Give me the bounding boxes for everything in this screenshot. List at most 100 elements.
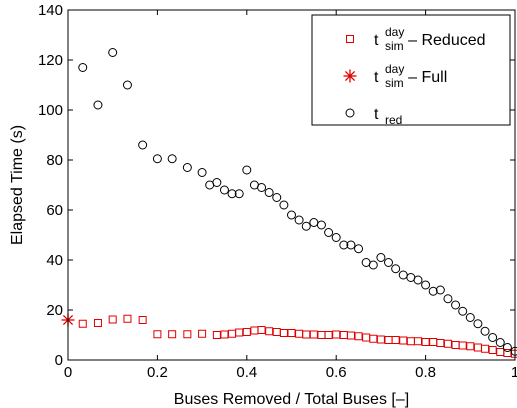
reduced-point: [346, 331, 355, 340]
reduced-point: [198, 329, 207, 338]
axis-ticks: 0 0.2 0.4 0.6 0.8 1 0 20 40 60 80 100 120 140: [38, 2, 517, 381]
red-point: [264, 188, 274, 197]
red-point: [502, 343, 512, 352]
red-point: [488, 333, 498, 342]
y-tick-label: 20: [46, 302, 63, 319]
legend-marker-reduced: [346, 35, 354, 43]
reduced-point: [242, 328, 251, 336]
reduced-point: [309, 330, 318, 339]
y-tick-label: 140: [38, 2, 63, 19]
legend-label-red: t red: [374, 106, 402, 127]
reduced-point: [220, 330, 229, 339]
red-point: [421, 280, 431, 290]
reduced-point: [272, 328, 281, 336]
reduced-point: [212, 331, 221, 339]
legend-label-full: t day sim – Full: [374, 62, 447, 90]
red-point: [368, 260, 378, 270]
reduced-point: [421, 338, 430, 346]
y-tick-label: 120: [38, 52, 63, 69]
reduced-point: [279, 329, 288, 337]
red-point: [413, 275, 423, 285]
reduced-point: [481, 344, 490, 353]
reduced-point: [436, 339, 445, 347]
red-point: [93, 100, 103, 110]
reduced-point: [496, 348, 505, 356]
reduced-point: [429, 338, 438, 346]
red-point: [212, 178, 222, 187]
legend-marker-red: [345, 108, 355, 118]
x-tick-label: 0.8: [415, 364, 436, 381]
reduced-point: [153, 330, 162, 339]
red-point: [316, 220, 326, 230]
y-tick-label: 0: [55, 352, 63, 369]
reduced-point: [332, 330, 341, 339]
reduced-point: [228, 329, 237, 338]
red-point: [294, 215, 304, 225]
x-tick-label: 0.2: [147, 364, 168, 381]
red-point: [346, 240, 356, 250]
red-point: [197, 168, 207, 177]
red-point: [234, 189, 244, 199]
reduced-point: [78, 319, 87, 328]
x-axis-label: Buses Removed / Total Buses [–]: [174, 391, 409, 408]
red-point: [331, 233, 341, 242]
reduced-point: [302, 330, 311, 339]
red-point: [376, 253, 386, 262]
reduced-point: [354, 332, 363, 341]
red-point: [398, 270, 408, 280]
reduced-point: [362, 333, 371, 342]
red-point: [122, 80, 132, 90]
reduced-point: [123, 314, 132, 323]
reduced-point: [391, 336, 400, 344]
red-point: [495, 338, 505, 347]
reduced-point: [369, 334, 378, 343]
red-point: [152, 154, 162, 164]
red-point: [383, 258, 393, 267]
reduced-point: [451, 341, 460, 349]
red-point: [182, 163, 192, 172]
red-point: [272, 193, 282, 202]
reduced-point: [458, 341, 467, 350]
red-point: [339, 240, 349, 250]
legend-label-reduced: t day sim – Reduced: [374, 25, 486, 53]
reduced-point: [443, 339, 452, 348]
legend: t day sim – Reduced t day sim – Full t red: [311, 14, 511, 127]
reduced-point: [93, 319, 102, 327]
legend-entry-full: t day sim – Full: [343, 62, 447, 90]
red-point: [108, 48, 118, 57]
reduced-point: [414, 337, 423, 346]
legend-box: [311, 14, 511, 126]
reduced-point: [295, 329, 304, 338]
red-point: [167, 154, 177, 164]
reduced-point: [488, 346, 497, 354]
reduced-point: [168, 330, 177, 339]
red-point: [458, 306, 468, 316]
red-point: [242, 165, 252, 175]
y-tick-label: 100: [38, 102, 63, 119]
reduced-point: [406, 337, 415, 346]
red-point: [443, 294, 453, 304]
red-point: [78, 63, 88, 72]
reduced-point: [250, 326, 259, 335]
reduced-point: [317, 331, 326, 339]
red-point: [219, 185, 229, 195]
reduced-point: [235, 328, 244, 337]
red-point: [451, 300, 461, 310]
reduced-point: [324, 331, 333, 339]
reduced-point: [466, 342, 475, 351]
legend-entry-reduced: t day sim – Reduced: [346, 25, 486, 53]
red-point: [257, 183, 267, 192]
red-point: [287, 210, 296, 220]
red-point: [354, 244, 364, 254]
reduced-point: [108, 315, 117, 324]
y-tick-label: 60: [46, 202, 63, 219]
plot-frame: [67, 9, 516, 361]
legend-marker-full: [343, 69, 357, 83]
red-point: [301, 221, 311, 231]
x-tick-label: 1: [511, 364, 517, 381]
reduced-point: [376, 335, 385, 344]
y-tick-label: 40: [46, 252, 63, 269]
y-tick-label: 80: [46, 152, 63, 169]
legend-entry-red: t red: [345, 106, 402, 127]
